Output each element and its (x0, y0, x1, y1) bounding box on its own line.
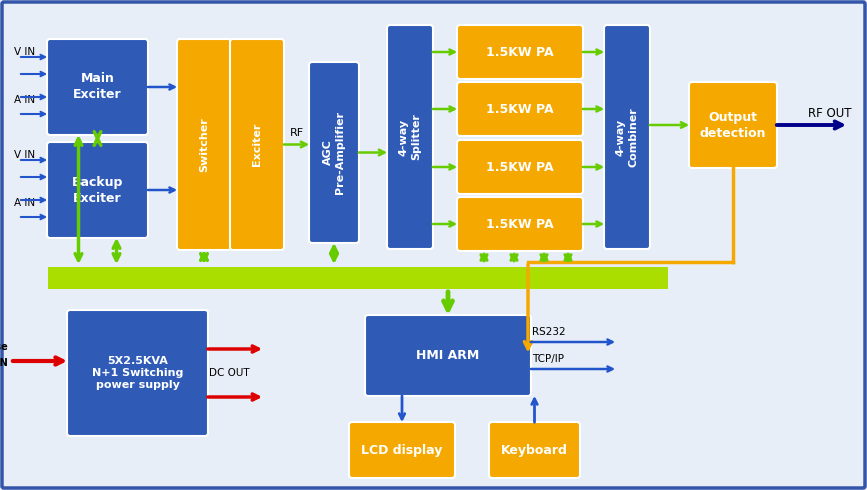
FancyBboxPatch shape (387, 25, 433, 249)
Text: DC OUT: DC OUT (209, 368, 250, 378)
Text: A IN: A IN (14, 198, 36, 208)
Text: 3-Phase: 3-Phase (0, 342, 8, 352)
Text: RF: RF (290, 127, 303, 138)
FancyBboxPatch shape (365, 315, 531, 396)
Text: HMI ARM: HMI ARM (416, 349, 479, 362)
Text: 1.5KW PA: 1.5KW PA (486, 161, 554, 173)
FancyBboxPatch shape (689, 82, 777, 168)
Text: 1.5KW PA: 1.5KW PA (486, 102, 554, 116)
Text: Keyboard: Keyboard (501, 443, 568, 457)
Text: Exciter: Exciter (252, 123, 262, 166)
Text: 4-way
Splitter: 4-way Splitter (399, 114, 421, 160)
Text: 4-way
Combiner: 4-way Combiner (616, 107, 638, 167)
FancyBboxPatch shape (457, 197, 583, 251)
Text: 1.5KW PA: 1.5KW PA (486, 218, 554, 230)
FancyBboxPatch shape (67, 310, 208, 436)
FancyBboxPatch shape (47, 39, 148, 135)
Text: A IN: A IN (14, 95, 36, 105)
Text: Switcher: Switcher (199, 117, 209, 172)
Text: RF OUT: RF OUT (809, 106, 852, 120)
Text: 1.5KW PA: 1.5KW PA (486, 46, 554, 58)
Text: AGC
Pre-Amplifier: AGC Pre-Amplifier (323, 111, 345, 194)
Text: V IN: V IN (14, 47, 36, 57)
FancyBboxPatch shape (177, 39, 231, 250)
Text: LCD display: LCD display (362, 443, 443, 457)
Text: Backup
Exciter: Backup Exciter (72, 175, 123, 204)
Text: CANBUS: CANBUS (474, 274, 525, 284)
Text: 5X2.5KVA
N+1 Switching
power supply: 5X2.5KVA N+1 Switching power supply (92, 356, 183, 391)
FancyBboxPatch shape (349, 422, 455, 478)
Text: AC IN: AC IN (0, 358, 8, 368)
Text: TCP/IP: TCP/IP (532, 354, 564, 364)
Text: Main
Exciter: Main Exciter (73, 73, 121, 101)
Text: Output
detection: Output detection (700, 111, 766, 140)
Bar (48, 267, 668, 289)
FancyBboxPatch shape (230, 39, 284, 250)
Text: RS232: RS232 (532, 327, 565, 337)
FancyBboxPatch shape (47, 142, 148, 238)
FancyBboxPatch shape (457, 140, 583, 194)
FancyBboxPatch shape (457, 82, 583, 136)
Text: V IN: V IN (14, 150, 36, 160)
FancyBboxPatch shape (309, 62, 359, 243)
FancyBboxPatch shape (489, 422, 580, 478)
FancyBboxPatch shape (457, 25, 583, 79)
FancyBboxPatch shape (604, 25, 650, 249)
